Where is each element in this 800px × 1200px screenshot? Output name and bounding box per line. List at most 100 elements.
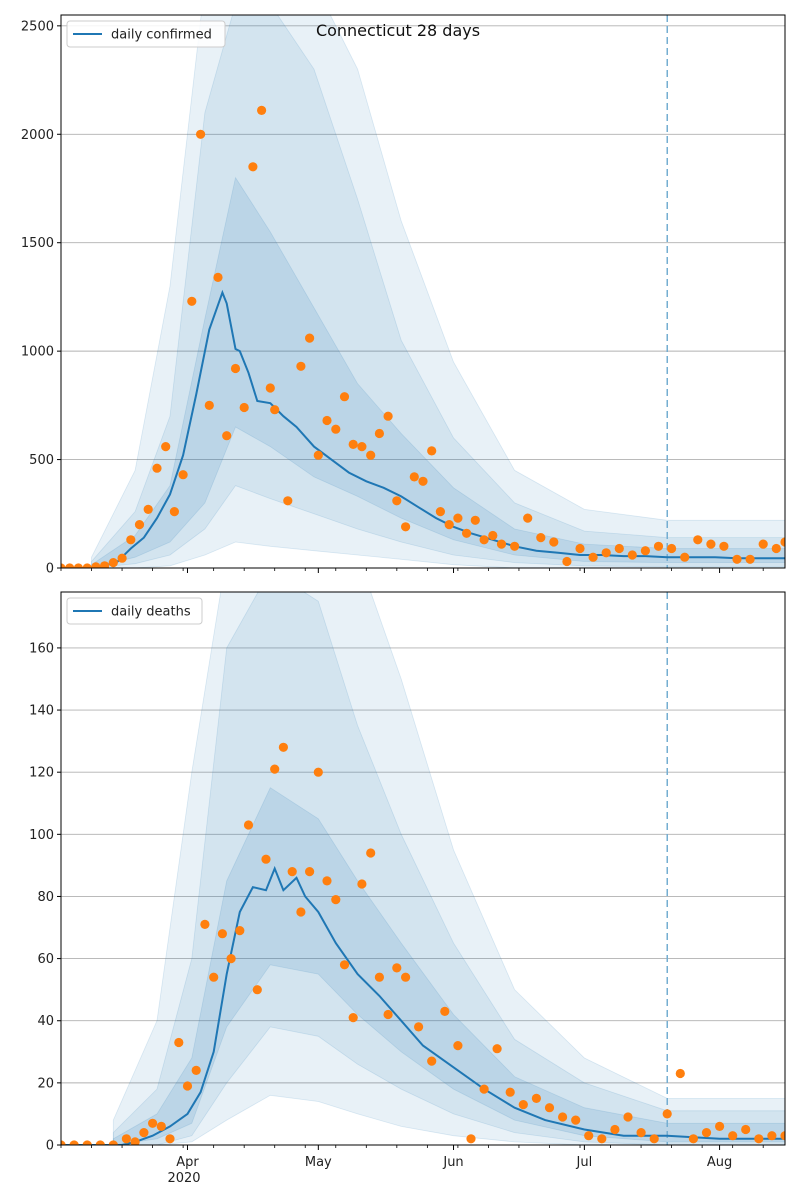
x-tick-label: Apr: [176, 1155, 199, 1170]
deaths-x-axis: Apr May Jun Jul Aug: [60, 1145, 764, 1170]
observed-point: [653, 541, 664, 551]
observed-point: [505, 1087, 515, 1097]
observed-point: [741, 1124, 751, 1135]
observed-point: [409, 472, 419, 482]
observed-point: [239, 402, 249, 413]
confirmed-observed-points: [61, 105, 785, 568]
observed-point: [536, 533, 546, 543]
observed-point: [688, 1134, 699, 1144]
observed-point: [313, 767, 323, 777]
confirmed-axes-frame: [60, 14, 786, 569]
observed-point: [196, 129, 206, 139]
observed-point: [69, 1140, 79, 1145]
observed-point: [488, 530, 498, 541]
confirmed-legend: daily confirmed: [66, 20, 226, 48]
uncertainty-band-50: [91, 176, 785, 568]
observed-point: [444, 520, 454, 530]
legend-label-confirmed: daily confirmed: [111, 28, 212, 43]
observed-point: [745, 554, 755, 564]
observed-point: [235, 926, 245, 936]
observed-point: [701, 1128, 712, 1138]
observed-point: [571, 1115, 581, 1125]
observed-point: [414, 1022, 424, 1032]
observed-point: [601, 548, 611, 558]
observed-point: [357, 879, 367, 889]
observed-point: [479, 1084, 489, 1094]
observed-point: [509, 541, 520, 551]
observed-point: [265, 383, 275, 393]
observed-point: [91, 562, 101, 568]
observed-point: [754, 1134, 764, 1144]
deaths-y-axis: 0 20 40 60 80 100 120 140 160: [29, 641, 61, 1154]
observed-point: [139, 1128, 149, 1138]
observed-point: [261, 854, 271, 864]
observed-point: [680, 552, 690, 562]
observed-point: [366, 848, 376, 858]
observed-point: [366, 450, 376, 460]
observed-point: [82, 563, 92, 568]
observed-point: [217, 929, 227, 939]
y-tick-label: 1000: [21, 345, 54, 360]
observed-point: [65, 563, 75, 568]
observed-point: [562, 556, 572, 567]
confirmed-y-axis: 0 500 1000 1500 2000 2500: [21, 19, 61, 577]
observed-point: [479, 535, 489, 545]
observed-point: [780, 1131, 785, 1141]
observed-point: [401, 972, 411, 982]
observed-point: [544, 1103, 555, 1113]
observed-point: [165, 1134, 175, 1144]
observed-point: [331, 424, 341, 434]
observed-point: [575, 543, 585, 554]
observed-point: [392, 963, 402, 973]
observed-point: [156, 1121, 166, 1131]
observed-point: [152, 463, 162, 473]
observed-point: [348, 439, 358, 449]
deaths-median-line: [61, 865, 785, 1145]
observed-point: [728, 1131, 738, 1141]
observed-point: [523, 513, 533, 523]
y-tick-label: 160: [29, 641, 54, 656]
observed-point: [209, 972, 219, 982]
deaths-uncertainty-bands: [112, 592, 785, 1145]
observed-point: [287, 867, 297, 877]
observed-point: [767, 1131, 777, 1141]
observed-point: [374, 428, 384, 439]
uncertainty-band-95: [112, 592, 785, 1145]
observed-point: [143, 504, 153, 514]
deaths-legend: daily deaths: [66, 597, 203, 625]
y-tick-label: 0: [46, 562, 54, 577]
observed-point: [182, 1081, 193, 1091]
observed-point: [715, 1121, 725, 1131]
observed-point: [270, 405, 280, 415]
observed-point: [226, 954, 236, 964]
deaths-observed-points: [61, 742, 785, 1145]
observed-point: [623, 1112, 633, 1122]
uncertainty-band-80: [112, 592, 785, 1145]
observed-point: [758, 539, 768, 549]
observed-point: [339, 960, 350, 970]
observed-point: [518, 1100, 528, 1110]
observed-point: [248, 162, 258, 172]
observed-point: [322, 415, 332, 426]
observed-point: [462, 528, 472, 538]
observed-point: [117, 553, 127, 563]
observed-point: [283, 496, 293, 506]
observed-point: [614, 543, 624, 554]
observed-point: [588, 552, 598, 562]
deaths-axes-frame: [60, 591, 786, 1146]
y-tick-label: 500: [29, 453, 54, 468]
observed-point: [331, 895, 341, 905]
observed-point: [597, 1134, 607, 1144]
legend-box: [66, 597, 203, 625]
x-tick-label: Jul: [576, 1155, 593, 1170]
uncertainty-band-80: [91, 15, 785, 568]
observed-point: [305, 333, 315, 343]
observed-point: [73, 563, 83, 568]
y-tick-label: 60: [37, 952, 54, 967]
observed-point: [383, 411, 393, 421]
observed-point: [222, 431, 232, 441]
observed-point: [100, 561, 110, 568]
x-axis-year-label: 2020: [167, 1171, 200, 1186]
observed-point: [383, 1009, 393, 1020]
y-tick-label: 120: [29, 766, 54, 781]
